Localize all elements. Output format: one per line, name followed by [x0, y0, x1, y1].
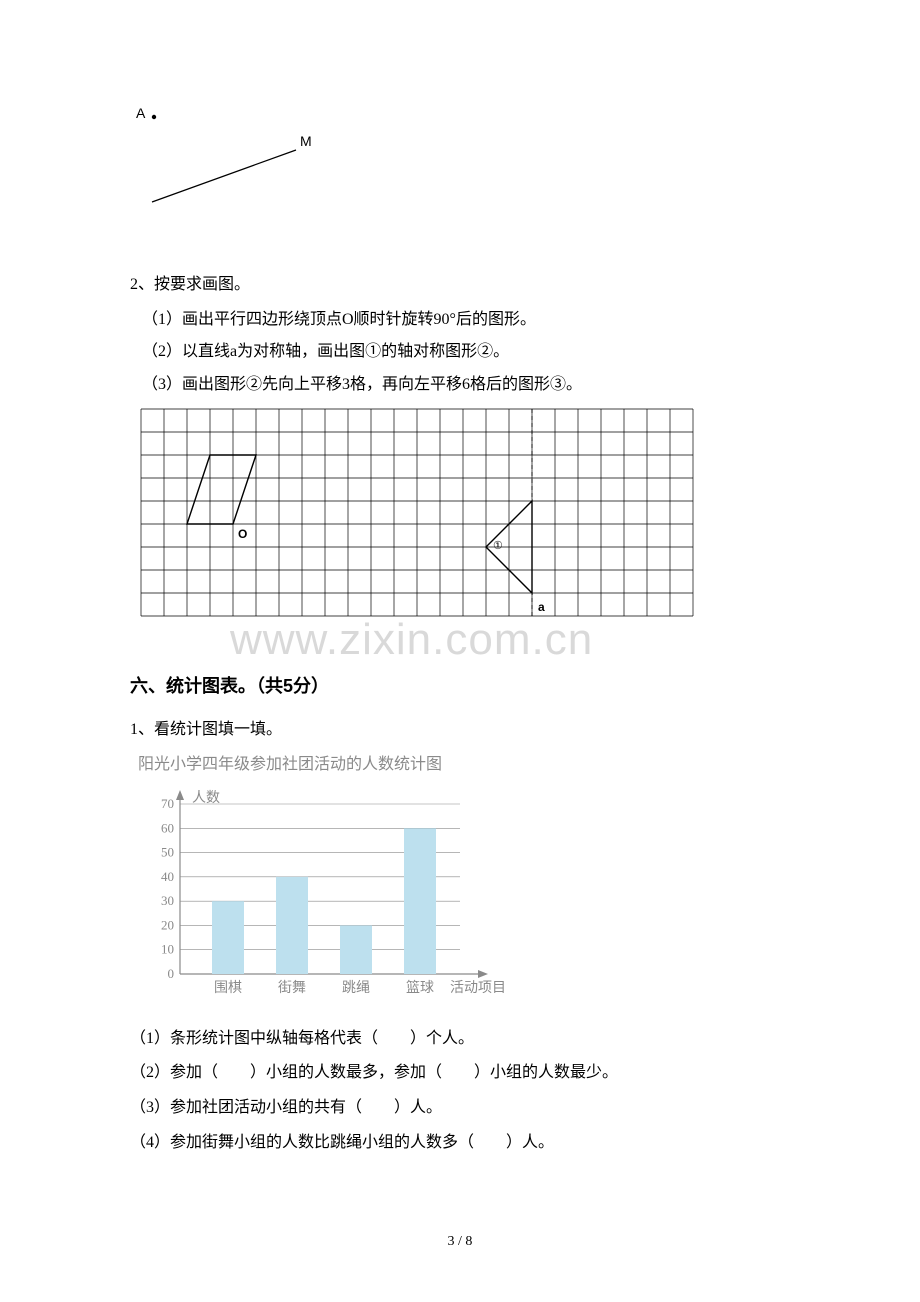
cq2a: （2）参加（ [130, 1064, 218, 1081]
svg-text:50: 50 [161, 844, 174, 859]
cq4b: ）人。 [506, 1134, 554, 1151]
cq1b: ）个人。 [410, 1030, 474, 1047]
cq2c: ）小组的人数最少。 [474, 1064, 618, 1081]
q2-sub2: （2）以直线a为对称轴，画出图①的轴对称图形②。 [142, 338, 790, 367]
svg-text:60: 60 [161, 820, 174, 835]
svg-text:10: 10 [161, 941, 174, 956]
q2-sub3: （3）画出图形②先向上平移3格，再向左平移6格后的图形③。 [142, 371, 790, 400]
chart-questions: （1）条形统计图中纵轴每格代表（ ）个人。 （2）参加（ ）小组的人数最多，参加… [130, 1025, 790, 1158]
chart-title: 阳光小学四年级参加社团活动的人数统计图 [138, 751, 790, 780]
svg-text:20: 20 [161, 917, 174, 932]
svg-text:篮球: 篮球 [406, 980, 434, 996]
svg-text:活动项目: 活动项目 [450, 980, 506, 996]
page-number: 3 / 8 [0, 1229, 920, 1254]
svg-text:a: a [538, 600, 545, 614]
cq1-blank [382, 1030, 406, 1047]
cq2-blank2 [446, 1064, 470, 1081]
cq2b: ）小组的人数最多，参加（ [250, 1064, 442, 1081]
cq3b: ）人。 [394, 1099, 442, 1116]
svg-text:A: A [136, 105, 146, 121]
svg-text:70: 70 [161, 796, 174, 811]
bar-chart: 0 10 20 30 40 50 60 70 人数围棋 街舞 跳绳 篮球活动项目 [140, 784, 790, 1015]
cq3-blank [366, 1099, 390, 1116]
svg-text:40: 40 [161, 869, 174, 884]
svg-text:围棋: 围棋 [214, 980, 242, 996]
svg-text:人数: 人数 [192, 790, 220, 806]
grid-figure: Oa ① [140, 408, 790, 628]
svg-text:跳绳: 跳绳 [342, 980, 370, 996]
q2-sub1: （1）画出平行四边形绕顶点O顺时针旋转90°后的图形。 [142, 306, 790, 335]
svg-text:街舞: 街舞 [278, 980, 306, 996]
svg-text:30: 30 [161, 893, 174, 908]
cq4-blank [478, 1134, 502, 1151]
cq2-blank1 [222, 1064, 246, 1081]
q2-title: 2、按要求画图。 [130, 271, 790, 300]
svg-text:①: ① [493, 540, 503, 552]
cq3a: （3）参加社团活动小组的共有（ [130, 1099, 362, 1116]
svg-text:M: M [300, 133, 312, 149]
svg-text:O: O [238, 527, 247, 541]
cq1a: （1）条形统计图中纵轴每格代表（ [130, 1030, 378, 1047]
section6-q1: 1、看统计图填一填。 [130, 716, 790, 745]
svg-text:0: 0 [168, 966, 175, 981]
section6-title: 六、统计图表。（共5分） [130, 670, 790, 702]
cq4a: （4）参加街舞小组的人数比跳绳小组的人数多（ [130, 1134, 474, 1151]
point-and-line-figure: AM [134, 100, 790, 221]
